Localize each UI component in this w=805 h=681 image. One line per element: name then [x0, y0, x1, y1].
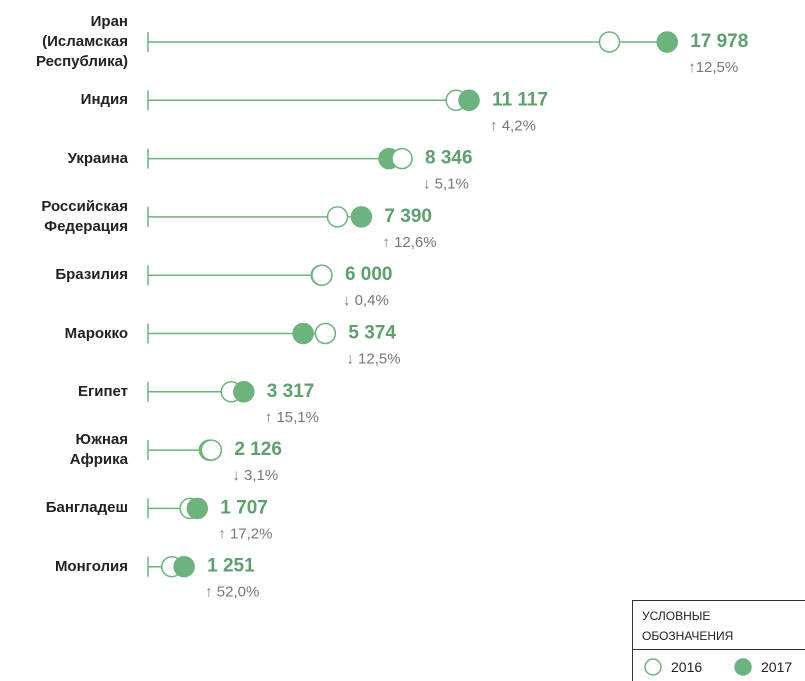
- category-label: Российская Федерация: [41, 197, 128, 235]
- change-label: ↑ 52,0%: [205, 584, 259, 601]
- value-label: 2 126: [234, 439, 282, 460]
- value-label: 1 251: [207, 556, 255, 577]
- change-label: ↓ 0,4%: [343, 292, 389, 309]
- category-label: Марокко: [64, 324, 128, 342]
- value-label: 8 346: [425, 148, 473, 169]
- dot: [314, 322, 337, 345]
- change-label: ↑ 12,6%: [382, 234, 436, 251]
- value-label: 5 374: [348, 323, 396, 344]
- dot: [186, 497, 209, 520]
- legend-title: УСЛОВНЫЕ ОБОЗНАЧЕНИЯ: [642, 609, 734, 643]
- dot: [173, 555, 195, 578]
- value-label: 1 707: [220, 497, 268, 518]
- dot: [598, 31, 621, 53]
- value-label: 7 390: [384, 206, 432, 227]
- change-label: ↑12,5%: [688, 59, 738, 76]
- value-label: 6 000: [345, 264, 393, 285]
- dot: [233, 381, 255, 403]
- category-label: Бразилия: [55, 266, 128, 284]
- dot: [656, 31, 678, 53]
- dot: [326, 206, 349, 228]
- value-label: 11 117: [492, 89, 548, 110]
- value-label: 17 978: [690, 31, 748, 52]
- change-label: ↓ 3,1%: [232, 467, 278, 484]
- change-label: ↓ 5,1%: [423, 176, 469, 193]
- category-label: Монголия: [54, 557, 128, 575]
- dot: [200, 439, 223, 461]
- dot: [292, 322, 314, 345]
- legend-swatch: [734, 658, 752, 676]
- dot: [311, 264, 333, 286]
- change-label: ↑ 17,2%: [218, 525, 272, 542]
- legend-swatch: [644, 658, 662, 676]
- category-label: Украина: [67, 149, 128, 167]
- category-label: Бангладеш: [45, 499, 128, 517]
- legend-separator: [633, 649, 805, 650]
- change-label: ↑ 4,2%: [490, 117, 536, 134]
- value-label: 3 317: [267, 381, 315, 402]
- category-label: Южная Африка: [69, 431, 128, 469]
- legend-label: 2017: [761, 659, 793, 675]
- category-label: Египет: [77, 382, 128, 400]
- dot: [391, 147, 413, 170]
- legend-label: 2016: [671, 659, 703, 675]
- legend-marker: [644, 658, 662, 676]
- legend: УСЛОВНЫЕ ОБОЗНАЧЕНИЯ 2016 2017: [632, 600, 805, 681]
- dot: [458, 89, 480, 112]
- category-label: Иран (Исламская Республика): [35, 13, 128, 70]
- dot: [350, 206, 373, 228]
- legend-marker: [734, 658, 752, 676]
- category-label: Индия: [80, 91, 128, 109]
- change-label: ↓ 12,5%: [346, 350, 400, 367]
- change-label: ↑ 15,1%: [265, 409, 319, 426]
